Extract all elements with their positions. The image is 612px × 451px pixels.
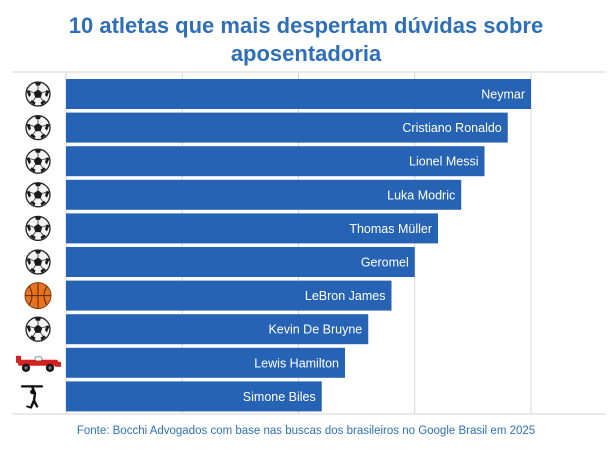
bar-label: Lewis Hamilton xyxy=(254,356,339,370)
soccer-ball-icon xyxy=(25,182,51,208)
bar-label: Kevin De Bruyne xyxy=(268,323,362,337)
bar-label: Simone Biles xyxy=(243,390,316,404)
basketball-icon xyxy=(24,282,52,310)
f1-car-icon xyxy=(16,355,61,372)
chart-title-line-2: aposentadoria xyxy=(230,41,382,66)
bar xyxy=(66,213,438,244)
soccer-ball-icon xyxy=(25,148,51,174)
bar-label: Neymar xyxy=(481,88,525,102)
bar xyxy=(66,179,462,210)
soccer-ball-icon xyxy=(25,215,51,242)
soccer-ball-icon xyxy=(25,114,51,141)
bar xyxy=(66,381,322,412)
soccer-ball-icon xyxy=(25,316,51,342)
source-note: Fonte: Bocchi Advogados com base nas bus… xyxy=(76,425,536,437)
soccer-ball-icon xyxy=(25,81,51,107)
bar-chart: Neymar Cristiano Ronaldo Lionel Messi Luka … xyxy=(12,71,606,415)
bar xyxy=(66,347,345,378)
chart-title-line-1: 10 atletas que mais despertam dúvidas so… xyxy=(68,13,544,38)
bar xyxy=(66,79,531,109)
row-icons xyxy=(16,81,61,409)
bar-label: LeBron James xyxy=(305,289,386,303)
bar xyxy=(66,314,369,345)
bars: Neymar Cristiano Ronaldo Lionel Messi Luka … xyxy=(66,79,531,412)
bar-label: Geromel xyxy=(361,256,409,270)
bar-label: Luka Modric xyxy=(387,188,455,202)
soccer-ball-icon xyxy=(25,249,51,275)
bar-label: Lionel Messi xyxy=(409,155,478,169)
gymnast-icon xyxy=(20,385,44,409)
bar xyxy=(66,247,415,277)
bar-label: Cristiano Ronaldo xyxy=(402,121,501,135)
chart-title: 10 atletas que mais despertam dúvidas so… xyxy=(0,12,612,68)
bar xyxy=(66,112,508,143)
bar-label: Thomas Müller xyxy=(349,222,432,236)
bar xyxy=(66,146,485,177)
bar xyxy=(66,280,392,311)
